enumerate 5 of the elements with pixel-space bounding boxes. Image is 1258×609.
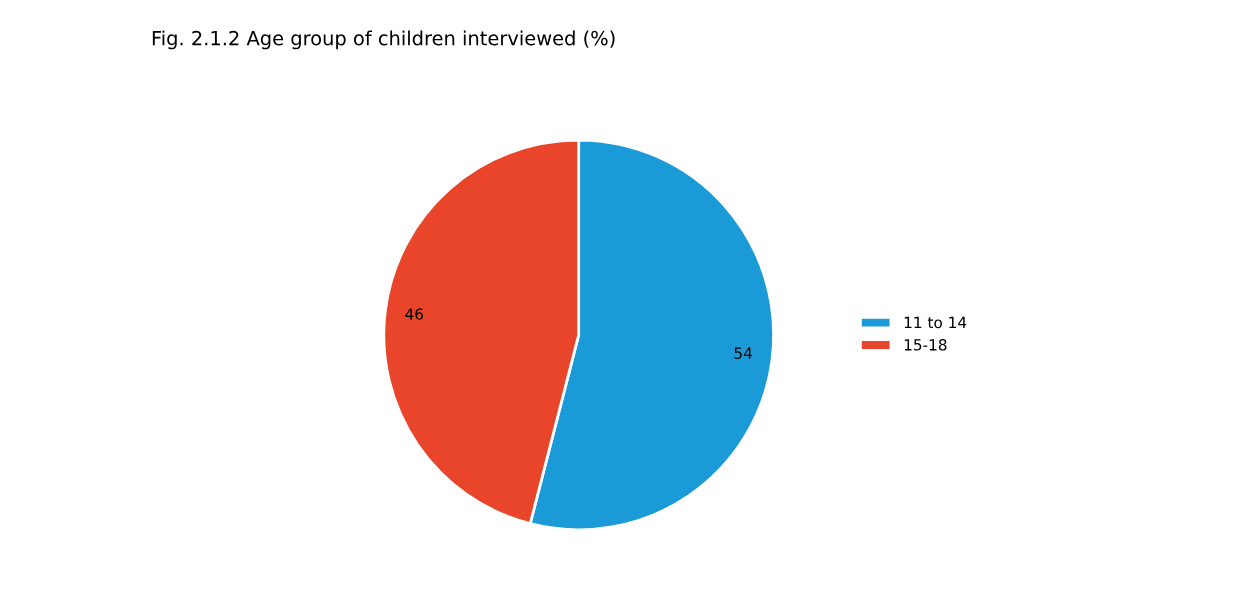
legend-label: 11 to 14 [904,316,967,329]
chart-title: Fig. 2.1.2 Age group of children interviewed (%) [152,30,615,50]
legend-label: 15-18 [904,339,947,351]
data-label: 54 [734,347,752,359]
data-label: 46 [405,308,424,320]
